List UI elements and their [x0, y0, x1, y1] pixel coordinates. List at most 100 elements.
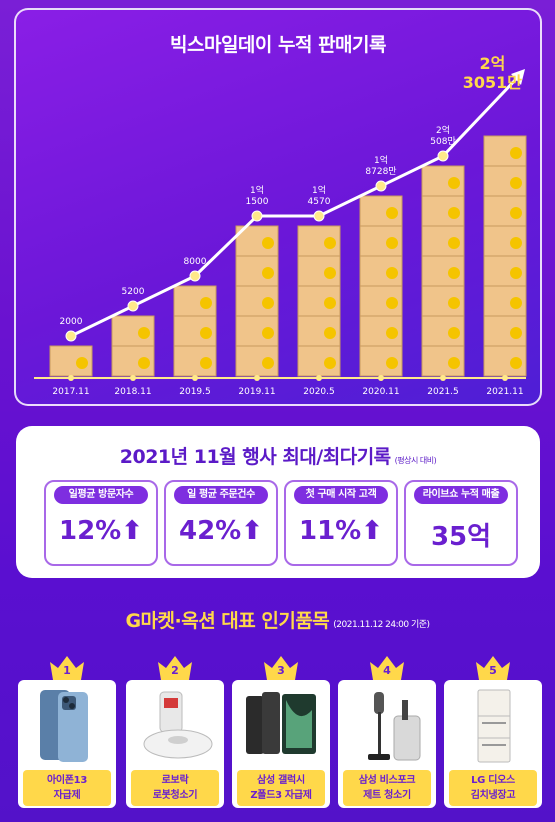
bar-box — [421, 165, 465, 197]
stat-visitors: 일평균 방문자수 12%⬆ — [44, 480, 158, 566]
x-tick-label: 2019.5 — [179, 387, 211, 397]
product-name-1: 삼성 갤럭시 — [257, 775, 305, 786]
stick-vacuum-icon — [368, 692, 421, 761]
product-body: 삼성 갤럭시 Z폴드3 자급제 — [232, 680, 330, 808]
product-name-1: 아이폰13 — [46, 775, 88, 786]
data-label: 8728만 — [365, 166, 396, 177]
product-name-2: 김치냉장고 — [470, 790, 516, 801]
product-name: 삼성 갤럭시 Z폴드3 자급제 — [237, 770, 325, 806]
product-card-4[interactable]: 4 삼성 비스포크 제트 청소기 — [338, 652, 436, 808]
data-point — [251, 210, 263, 222]
total-sales-callout: 2억 3051만 — [463, 54, 522, 92]
bar-box — [297, 255, 341, 287]
bar-stack — [359, 195, 403, 377]
stat-value: 11%⬆ — [298, 516, 384, 546]
trend-arrow-icon — [511, 69, 525, 85]
product-name: 로보락 로봇청소기 — [131, 770, 219, 806]
smile-icon — [324, 297, 336, 309]
smile-icon — [386, 237, 398, 249]
smile-icon — [386, 297, 398, 309]
smile-icon — [510, 237, 522, 249]
smile-icon — [200, 297, 212, 309]
data-point — [375, 180, 387, 192]
product-body: 아이폰13 자급제 — [18, 680, 116, 808]
smile-icon — [138, 357, 150, 369]
x-tick-dot — [130, 375, 136, 381]
product-card-3[interactable]: 3 삼성 갤럭시 Z폴드3 자급제 — [232, 652, 330, 808]
products-title: G마켓·옥션 대표 인기품목 (2021.11.12 24:00 기준) — [0, 606, 555, 633]
rank-number: 2 — [171, 664, 179, 677]
product-card-1[interactable]: 1 아이폰13 자급제 — [18, 652, 116, 808]
data-label: 1억 — [250, 184, 264, 196]
crown-icon — [370, 656, 404, 680]
product-name: LG 디오스 김치냉장고 — [449, 770, 537, 806]
smile-icon — [262, 297, 274, 309]
smile-icon — [200, 357, 212, 369]
fold-phone-icon — [246, 692, 316, 754]
smile-icon — [324, 357, 336, 369]
smile-icon — [510, 357, 522, 369]
product-name: 아이폰13 자급제 — [23, 770, 111, 806]
x-tick-dot — [254, 375, 260, 381]
x-tick-dot — [502, 375, 508, 381]
bar-stack — [173, 285, 217, 377]
smile-icon — [510, 327, 522, 339]
robot-vacuum-icon — [143, 691, 213, 759]
product-card-2[interactable]: 2 로보락 로봇청소기 — [126, 652, 224, 808]
total-line2: 3051만 — [462, 73, 522, 92]
bar-stack — [483, 135, 527, 377]
refrigerator-icon — [477, 689, 511, 763]
smile-icon — [510, 177, 522, 189]
product-card-5[interactable]: 5 LG 디오스 김치냉장고 — [444, 652, 542, 808]
smile-icon — [448, 297, 460, 309]
phone-icon — [40, 690, 88, 762]
event-title: 2021년 11월 행사 최대/최다기록 (평상시 대비) — [16, 442, 540, 469]
sales-chart-card: 빅스마일데이 누적 판매기록 2017.11 2018.11 2019.5 2019.… — [14, 8, 542, 406]
data-label: 8000 — [184, 257, 207, 267]
product-body: 로보락 로봇청소기 — [126, 680, 224, 808]
event-title-text: 2021년 11월 행사 최대/최다기록 — [119, 446, 391, 468]
product-name: 삼성 비스포크 제트 청소기 — [343, 770, 431, 806]
x-tick-label: 2019.11 — [238, 387, 275, 397]
bar-box — [359, 345, 403, 377]
bar-stack — [297, 225, 341, 377]
x-tick-dot — [68, 375, 74, 381]
crown-icon — [476, 656, 510, 680]
stat-value: 42%⬆ — [178, 516, 264, 546]
smile-icon — [324, 327, 336, 339]
data-point — [313, 210, 325, 222]
crown-icon — [264, 656, 298, 680]
smile-icon — [262, 357, 274, 369]
stat-value: 12%⬆ — [58, 516, 144, 546]
x-tick-dot — [316, 375, 322, 381]
smile-icon — [262, 267, 274, 279]
smile-icon — [324, 267, 336, 279]
product-body: 삼성 비스포크 제트 청소기 — [338, 680, 436, 808]
x-tick-label: 2021.11 — [486, 387, 523, 397]
bar-stack — [421, 165, 465, 377]
data-label: 1500 — [246, 197, 269, 207]
product-name-1: 로보락 — [161, 775, 189, 786]
crown-icon — [158, 656, 192, 680]
rank-number: 5 — [489, 664, 497, 677]
x-tick-label: 2020.11 — [362, 387, 399, 397]
chart-title: 빅스마일데이 누적 판매기록 — [170, 34, 387, 56]
stat-label: 일평균 방문자수 — [54, 486, 148, 504]
bar-stack — [49, 345, 93, 377]
data-label: 2억 — [436, 124, 450, 136]
data-label: 5200 — [122, 287, 145, 297]
bar-stack — [111, 315, 155, 377]
stat-orders: 일 평균 주문건수 42%⬆ — [164, 480, 278, 566]
rank-number: 1 — [63, 664, 71, 677]
stat-label: 첫 구매 시작 고객 — [294, 486, 388, 504]
products-title-text: G마켓·옥션 대표 인기품목 — [125, 610, 330, 632]
stat-first-purchase: 첫 구매 시작 고객 11%⬆ — [284, 480, 398, 566]
stat-live-sales: 라이브쇼 누적 매출 35억 — [404, 480, 518, 566]
data-point — [189, 270, 201, 282]
smile-icon — [200, 327, 212, 339]
rank-number: 3 — [277, 664, 285, 677]
x-tick-label: 2021.5 — [427, 387, 459, 397]
smile-icon — [386, 357, 398, 369]
total-line1: 2억 — [479, 54, 506, 73]
event-record-card: 2021년 11월 행사 최대/최다기록 (평상시 대비) 일평균 방문자수 12… — [16, 426, 540, 578]
